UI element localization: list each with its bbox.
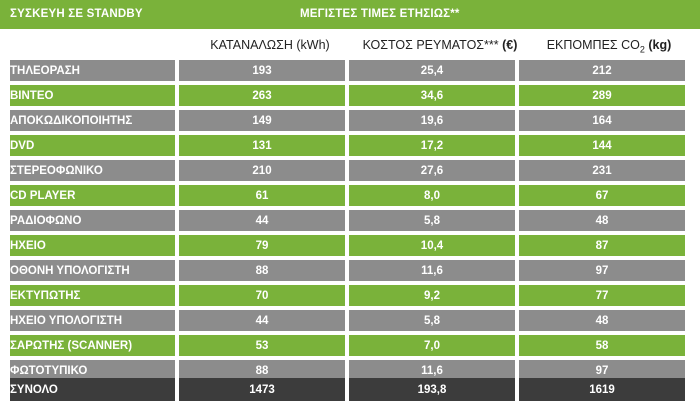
cost-header: ΚΟΣΤΟΣ ΡΕΥΜΑΤΟΣ*** (€) bbox=[355, 38, 525, 52]
emissions-header: ΕΚΠΟΜΠΕΣ CO2 (kg) bbox=[527, 38, 691, 55]
cost-cell: 7,0 bbox=[349, 335, 515, 356]
emissions-header-text: ΕΚΠΟΜΠΕΣ CO bbox=[546, 38, 640, 52]
device-cell: ΟΘΟΝΗ ΥΠΟΛΟΓΙΣΤΗ bbox=[10, 260, 175, 281]
device-cell: ΕΚΤΥΠΩΤΗΣ bbox=[10, 285, 175, 306]
total-co2: 1619 bbox=[519, 378, 685, 401]
cost-cell: 9,2 bbox=[349, 285, 515, 306]
device-cell: CD PLAYER bbox=[10, 185, 175, 206]
total-row-table: ΣΥΝΟΛΟ 1473 193,8 1619 bbox=[6, 378, 689, 401]
device-cell: DVD bbox=[10, 135, 175, 156]
cost-cell: 10,4 bbox=[349, 235, 515, 256]
cost-cell: 5,8 bbox=[349, 310, 515, 331]
table-row: DVD 131 17,2 144 bbox=[10, 135, 685, 156]
table-row: ΒΙΝΤΕΟ 263 34,6 289 bbox=[10, 85, 685, 106]
device-column-title: ΣΥΣΚΕΥΗ ΣΕ STANDBY bbox=[10, 8, 143, 20]
kwh-cell: 149 bbox=[179, 110, 345, 131]
device-cell: ΗΧΕΙΟ bbox=[10, 235, 175, 256]
table-row: ΟΘΟΝΗ ΥΠΟΛΟΓΙΣΤΗ 88 11,6 97 bbox=[10, 260, 685, 281]
cost-cell: 8,0 bbox=[349, 185, 515, 206]
emissions-header-unit: (kg) bbox=[648, 38, 672, 52]
consumption-header: ΚΑΤΑΝΑΛΩΣΗ (kWh) bbox=[210, 38, 330, 52]
cost-header-unit: (€) bbox=[502, 38, 518, 52]
emissions-header-sub: 2 bbox=[639, 44, 645, 55]
annual-max-title: ΜΕΓΙΣΤΕΣ ΤΙΜΕΣ ΕΤΗΣΙΩΣ** bbox=[300, 8, 460, 20]
co2-cell: 77 bbox=[519, 285, 685, 306]
kwh-cell: 193 bbox=[179, 60, 345, 81]
table-row: ΑΠΟΚΩΔΙΚΟΠΟΙΗΤΗΣ 149 19,6 164 bbox=[10, 110, 685, 131]
device-cell: ΗΧΕΙΟ ΥΠΟΛΟΓΙΣΤΗ bbox=[10, 310, 175, 331]
cost-cell: 25,4 bbox=[349, 60, 515, 81]
co2-cell: 48 bbox=[519, 210, 685, 231]
cost-cell: 19,6 bbox=[349, 110, 515, 131]
table-row: ΕΚΤΥΠΩΤΗΣ 70 9,2 77 bbox=[10, 285, 685, 306]
co2-cell: 67 bbox=[519, 185, 685, 206]
table-row: ΣΤΕΡΕΟΦΩΝΙΚΟ 210 27,6 231 bbox=[10, 160, 685, 181]
kwh-cell: 88 bbox=[179, 360, 345, 381]
co2-cell: 58 bbox=[519, 335, 685, 356]
total-label: ΣΥΝΟΛΟ bbox=[10, 378, 175, 401]
co2-cell: 97 bbox=[519, 260, 685, 281]
table-row: CD PLAYER 61 8,0 67 bbox=[10, 185, 685, 206]
total-row: ΣΥΝΟΛΟ 1473 193,8 1619 bbox=[10, 378, 685, 401]
kwh-cell: 131 bbox=[179, 135, 345, 156]
cost-cell: 5,8 bbox=[349, 210, 515, 231]
device-cell: ΣΑΡΩΤΗΣ (SCANNER) bbox=[10, 335, 175, 356]
table-row: ΦΩΤΟΤΥΠΙΚΟ 88 11,6 97 bbox=[10, 360, 685, 381]
cost-cell: 17,2 bbox=[349, 135, 515, 156]
device-cell: ΤΗΛΕΟΡΑΣΗ bbox=[10, 60, 175, 81]
co2-cell: 231 bbox=[519, 160, 685, 181]
device-cell: ΣΤΕΡΕΟΦΩΝΙΚΟ bbox=[10, 160, 175, 181]
kwh-cell: 263 bbox=[179, 85, 345, 106]
kwh-cell: 70 bbox=[179, 285, 345, 306]
co2-cell: 144 bbox=[519, 135, 685, 156]
data-table: ΤΗΛΕΟΡΑΣΗ 193 25,4 212 ΒΙΝΤΕΟ 263 34,6 289 ΑΠΟΚΩ… bbox=[6, 56, 689, 385]
co2-cell: 289 bbox=[519, 85, 685, 106]
device-cell: ΒΙΝΤΕΟ bbox=[10, 85, 175, 106]
device-cell: ΦΩΤΟΤΥΠΙΚΟ bbox=[10, 360, 175, 381]
kwh-cell: 44 bbox=[179, 210, 345, 231]
cost-header-text: ΚΟΣΤΟΣ ΡΕΥΜΑΤΟΣ*** bbox=[362, 38, 499, 52]
kwh-cell: 44 bbox=[179, 310, 345, 331]
table-row: ΣΑΡΩΤΗΣ (SCANNER) 53 7,0 58 bbox=[10, 335, 685, 356]
table-row: ΤΗΛΕΟΡΑΣΗ 193 25,4 212 bbox=[10, 60, 685, 81]
kwh-cell: 79 bbox=[179, 235, 345, 256]
cost-cell: 34,6 bbox=[349, 85, 515, 106]
kwh-cell: 53 bbox=[179, 335, 345, 356]
device-cell: ΡΑΔΙΟΦΩΝΟ bbox=[10, 210, 175, 231]
total-cost: 193,8 bbox=[349, 378, 515, 401]
kwh-cell: 61 bbox=[179, 185, 345, 206]
co2-cell: 212 bbox=[519, 60, 685, 81]
table-row: ΗΧΕΙΟ ΥΠΟΛΟΓΙΣΤΗ 44 5,8 48 bbox=[10, 310, 685, 331]
total-kwh: 1473 bbox=[179, 378, 345, 401]
co2-cell: 164 bbox=[519, 110, 685, 131]
kwh-cell: 88 bbox=[179, 260, 345, 281]
header-bar: ΣΥΣΚΕΥΗ ΣΕ STANDBY ΜΕΓΙΣΤΕΣ ΤΙΜΕΣ ΕΤΗΣΙΩ… bbox=[0, 0, 700, 29]
cost-cell: 27,6 bbox=[349, 160, 515, 181]
co2-cell: 87 bbox=[519, 235, 685, 256]
table-row: ΗΧΕΙΟ 79 10,4 87 bbox=[10, 235, 685, 256]
co2-cell: 48 bbox=[519, 310, 685, 331]
device-cell: ΑΠΟΚΩΔΙΚΟΠΟΙΗΤΗΣ bbox=[10, 110, 175, 131]
kwh-cell: 210 bbox=[179, 160, 345, 181]
table-row: ΡΑΔΙΟΦΩΝΟ 44 5,8 48 bbox=[10, 210, 685, 231]
cost-cell: 11,6 bbox=[349, 360, 515, 381]
co2-cell: 97 bbox=[519, 360, 685, 381]
cost-cell: 11,6 bbox=[349, 260, 515, 281]
